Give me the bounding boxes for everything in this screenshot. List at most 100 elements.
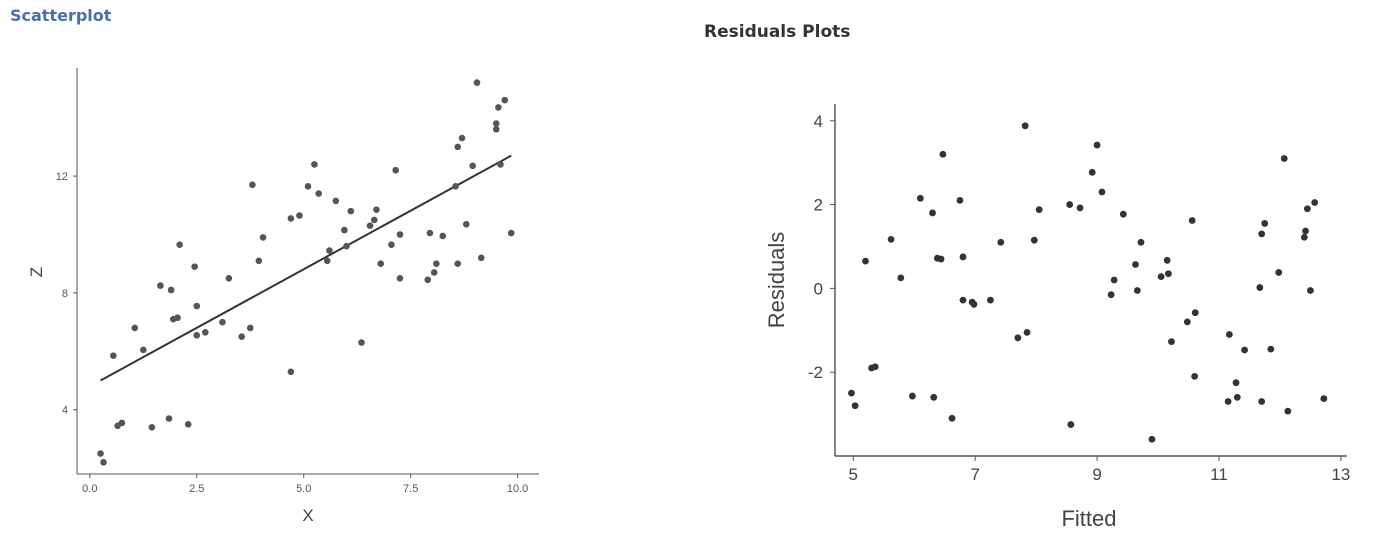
- right-data-point: [987, 296, 994, 304]
- right-data-point: [1320, 395, 1328, 402]
- right-data-point: [887, 235, 895, 243]
- left-data-point: [225, 275, 233, 282]
- right-data-point: [1093, 141, 1101, 149]
- right-data-point: [1030, 236, 1038, 244]
- left-data-point: [430, 269, 438, 276]
- right-data-point: [948, 414, 956, 422]
- right-data-point: [1088, 168, 1096, 176]
- left-data-point: [323, 257, 331, 265]
- left-data-point: [131, 324, 139, 332]
- right-data-point: [1098, 188, 1106, 196]
- right-y-tick-label: -2: [808, 363, 823, 382]
- left-data-point: [140, 346, 147, 354]
- right-data-point: [1133, 287, 1141, 294]
- right-data-point: [1241, 346, 1248, 354]
- right-data-point: [939, 150, 947, 158]
- right-data-point: [1307, 287, 1314, 294]
- right-data-point: [871, 363, 879, 371]
- right-x-tick-label: 7: [970, 465, 979, 484]
- left-data-point: [396, 231, 404, 238]
- left-x-tick-label: 10.0: [507, 483, 528, 495]
- left-y-ticks: 4 8 12: [56, 171, 77, 417]
- right-points: [848, 122, 1328, 443]
- right-data-point: [1076, 204, 1084, 212]
- left-data-point: [100, 459, 107, 466]
- right-data-point: [1110, 276, 1118, 284]
- left-data-point: [176, 241, 183, 249]
- left-data-point: [469, 162, 476, 170]
- right-data-point: [1168, 338, 1175, 345]
- right-data-point: [1191, 372, 1199, 380]
- left-data-point: [433, 260, 440, 267]
- right-data-point: [1261, 220, 1269, 227]
- left-data-point: [193, 331, 201, 339]
- left-data-point: [287, 368, 295, 376]
- left-points: [97, 79, 515, 466]
- right-data-point: [1275, 269, 1283, 276]
- left-x-tick-label: 0.0: [82, 483, 97, 495]
- left-data-point: [477, 254, 485, 262]
- left-data-point: [246, 324, 254, 332]
- left-data-point: [454, 260, 462, 267]
- right-data-point: [1267, 345, 1275, 353]
- left-data-point: [458, 134, 466, 142]
- left-data-point: [165, 415, 173, 422]
- left-y-tick-label: 4: [62, 405, 68, 417]
- left-data-point: [452, 182, 459, 190]
- left-data-point: [219, 318, 226, 326]
- right-data-point: [1302, 227, 1309, 235]
- left-data-point: [174, 314, 181, 322]
- left-data-point: [202, 329, 209, 336]
- right-data-point: [848, 389, 855, 397]
- right-data-point: [1067, 421, 1075, 428]
- right-data-point: [1300, 233, 1308, 241]
- left-data-point: [148, 423, 156, 431]
- left-y-tick-label: 8: [62, 288, 68, 300]
- left-data-point: [473, 79, 481, 86]
- left-x-tick-label: 2.5: [189, 483, 204, 495]
- left-data-point: [304, 182, 312, 190]
- left-data-point: [388, 241, 395, 249]
- right-data-point: [1021, 122, 1029, 130]
- right-data-point: [851, 402, 859, 410]
- left-data-point: [371, 216, 378, 224]
- left-data-point: [462, 220, 470, 228]
- left-data-point: [377, 260, 385, 267]
- left-data-point: [396, 275, 404, 282]
- left-data-point: [191, 263, 198, 270]
- right-data-point: [1284, 407, 1292, 415]
- right-y-axis-title: Residuals: [764, 232, 789, 329]
- right-data-point: [1157, 273, 1165, 281]
- left-data-point: [358, 339, 365, 346]
- left-data-point: [259, 234, 267, 241]
- right-data-point: [956, 196, 964, 204]
- right-data-point: [1183, 318, 1191, 326]
- left-data-point: [157, 282, 164, 289]
- right-data-point: [1224, 398, 1232, 405]
- left-data-point: [501, 96, 509, 104]
- right-x-tick-label: 13: [1331, 465, 1350, 484]
- right-x-tick-label: 5: [849, 465, 858, 484]
- left-data-point: [326, 247, 333, 254]
- left-data-point: [238, 333, 245, 341]
- left-data-point: [366, 222, 374, 230]
- right-y-tick-label: 4: [814, 112, 823, 131]
- left-data-point: [184, 421, 192, 428]
- left-data-point: [341, 226, 348, 234]
- right-data-point: [1066, 201, 1074, 208]
- right-data-point: [1188, 217, 1196, 224]
- right-y-ticks: -2 0 2 4: [808, 112, 835, 382]
- right-data-point: [1280, 155, 1288, 162]
- left-data-point: [492, 120, 500, 127]
- left-data-point: [347, 207, 355, 215]
- left-data-point: [296, 212, 303, 219]
- right-data-point: [1148, 435, 1156, 443]
- right-data-point: [1107, 291, 1115, 299]
- left-regression-line: [100, 154, 512, 382]
- right-data-point: [1035, 206, 1043, 214]
- right-data-point: [959, 296, 967, 304]
- right-data-point: [1191, 309, 1199, 317]
- left-data-point: [167, 286, 175, 294]
- right-x-tick-label: 9: [1092, 465, 1101, 484]
